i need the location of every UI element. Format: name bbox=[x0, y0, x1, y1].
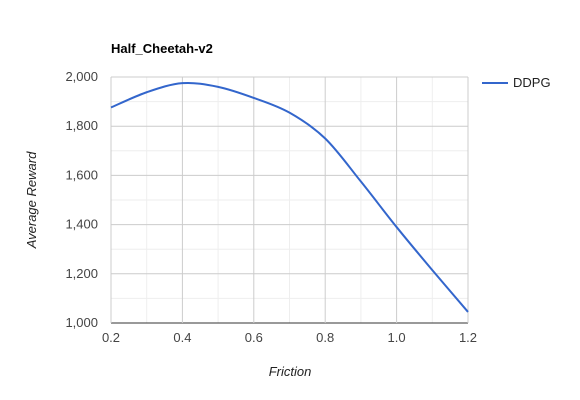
x-tick-label: 0.8 bbox=[316, 330, 334, 345]
legend: DDPG bbox=[482, 75, 551, 90]
x-tick-label: 1.0 bbox=[388, 330, 406, 345]
chart-title: Half_Cheetah-v2 bbox=[111, 41, 213, 56]
series-line-ddpg bbox=[110, 81, 469, 313]
y-tick-label: 1,000 bbox=[65, 315, 98, 330]
y-axis-ticks: 1,000 1,200 1,400 1,600 1,800 2,000 bbox=[65, 69, 98, 330]
y-axis-title: Average Reward bbox=[24, 151, 39, 249]
x-tick-label: 1.2 bbox=[459, 330, 477, 345]
x-tick-label: 0.6 bbox=[245, 330, 263, 345]
minor-grid bbox=[111, 77, 468, 323]
x-axis-ticks: 0.2 0.4 0.6 0.8 1.0 1.2 bbox=[102, 330, 477, 345]
x-axis-title: Friction bbox=[269, 364, 312, 379]
x-tick-label: 0.2 bbox=[102, 330, 120, 345]
major-grid bbox=[110, 76, 469, 324]
series-layer bbox=[110, 81, 469, 313]
y-tick-label: 2,000 bbox=[65, 69, 98, 84]
y-tick-label: 1,600 bbox=[65, 167, 98, 182]
y-tick-label: 1,800 bbox=[65, 118, 98, 133]
x-tick-label: 0.4 bbox=[173, 330, 191, 345]
y-tick-label: 1,200 bbox=[65, 266, 98, 281]
legend-label-ddpg: DDPG bbox=[513, 75, 551, 90]
y-tick-label: 1,400 bbox=[65, 217, 98, 232]
